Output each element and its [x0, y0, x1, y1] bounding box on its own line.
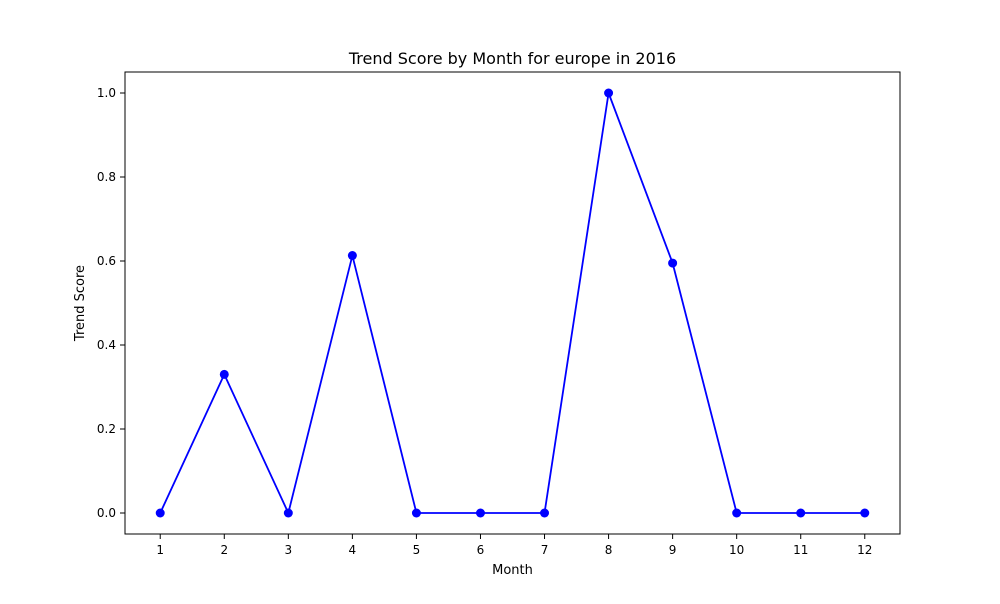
y-axis-label: Trend Score: [73, 265, 88, 342]
x-tick-label-8: 8: [605, 543, 613, 557]
x-tick-label-1: 1: [156, 543, 164, 557]
data-point-2: [219, 369, 229, 379]
data-point-3: [283, 508, 293, 518]
data-point-5: [411, 508, 421, 518]
x-tick-label-4: 4: [349, 543, 357, 557]
x-tick-label-11: 11: [793, 543, 808, 557]
x-tick-label-2: 2: [220, 543, 228, 557]
data-point-4: [347, 251, 357, 261]
series-line: [159, 92, 865, 514]
x-tick-label-12: 12: [857, 543, 872, 557]
data-point-12: [860, 508, 870, 518]
x-tick-label-9: 9: [669, 543, 677, 557]
data-point-1: [155, 508, 165, 518]
x-axis-label: Month: [492, 563, 533, 578]
data-point-6: [475, 508, 485, 518]
plot-area: 1 2 3 4 5 6 7 8 9 10 11 120.00.20.40.60.81.0: [97, 71, 901, 557]
data-point-10: [732, 508, 742, 518]
x-tick-label-3: 3: [285, 543, 293, 557]
y-tick-label-0: 0.0: [97, 506, 116, 520]
data-point-8: [604, 88, 614, 98]
x-tick-label-6: 6: [477, 543, 485, 557]
x-tick-label-10: 10: [729, 543, 744, 557]
axes-frame: [124, 71, 901, 535]
y-tick-label-1: 0.2: [97, 422, 116, 436]
y-tick-label-4: 0.8: [97, 170, 116, 184]
data-point-11: [796, 508, 806, 518]
x-tick-label-7: 7: [541, 543, 549, 557]
data-point-7: [540, 508, 550, 518]
x-tick-label-5: 5: [413, 543, 421, 557]
chart-title: Trend Score by Month for europe in 2016: [348, 49, 676, 68]
y-tick-label-3: 0.6: [97, 254, 116, 268]
y-tick-label-5: 1.0: [97, 86, 116, 100]
y-tick-label-2: 0.4: [97, 338, 116, 352]
data-point-9: [668, 258, 678, 268]
